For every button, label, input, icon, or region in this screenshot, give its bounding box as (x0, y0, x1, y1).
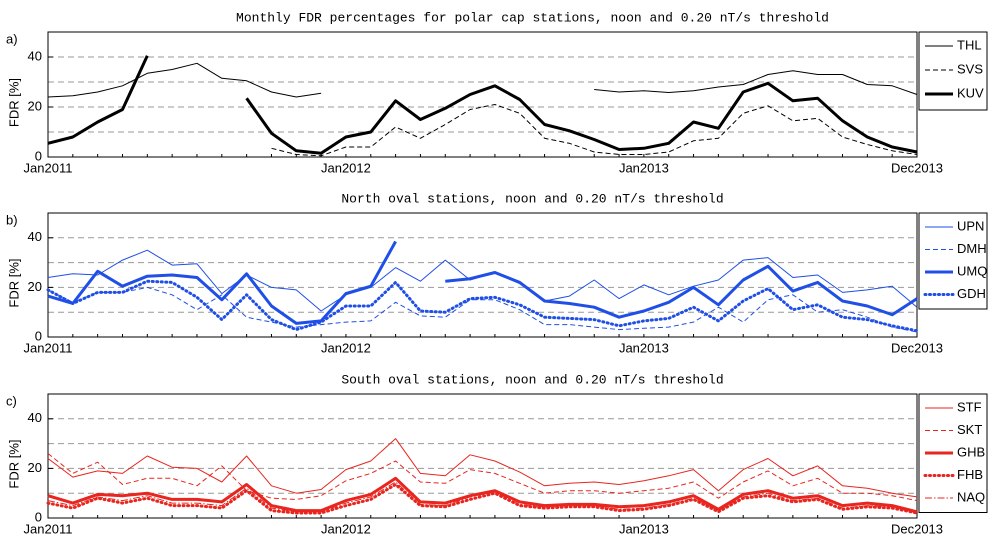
legend-label: SKT (957, 422, 982, 437)
series-line (594, 70, 918, 95)
panel-title: South oval stations, noon and 0.20 nT/s … (341, 372, 723, 387)
panel-label: a) (6, 31, 18, 46)
y-tick-label: 40 (28, 229, 42, 244)
plot-frame (47, 31, 918, 158)
legend-label: UPN (957, 218, 984, 233)
y-tick-label: 40 (28, 48, 42, 63)
panel-title: North oval stations, noon and 0.20 nT/s … (341, 191, 723, 206)
legend-label: UMQ (957, 263, 987, 278)
series-line (47, 249, 918, 312)
series-line (47, 62, 322, 98)
series-line (46, 279, 919, 333)
y-tick-label: 20 (28, 460, 42, 475)
y-tick-label: 20 (28, 279, 42, 294)
plot-frame (47, 212, 918, 338)
panel-label: c) (6, 393, 17, 408)
panel-label: b) (6, 212, 18, 227)
legend-label: THL (957, 37, 982, 52)
legend-label: FHB (957, 467, 983, 482)
x-tick-label: Jan2011 (24, 521, 73, 536)
x-tick-label: Jan2013 (619, 340, 669, 355)
x-tick-label: Dec2013 (891, 340, 943, 355)
y-tick-label: 20 (28, 98, 42, 113)
y-axis-label: FDR [%] (6, 439, 21, 488)
x-tick-label: Dec2013 (891, 160, 943, 175)
legend-label: KUV (957, 85, 984, 100)
x-tick-label: Jan2012 (321, 340, 371, 355)
legend-label: STF (957, 399, 982, 414)
series-line (47, 240, 397, 325)
legend-label: GDH (957, 286, 986, 301)
x-tick-label: Jan2011 (24, 340, 73, 355)
x-tick-label: Dec2013 (891, 521, 943, 536)
series-line (47, 476, 918, 514)
panel-title: Monthly FDR percentages for polar cap st… (236, 10, 829, 25)
y-tick-label: 0 (35, 148, 42, 163)
series-line (46, 483, 919, 515)
x-tick-label: Jan2013 (619, 521, 669, 536)
y-axis-label: FDR [%] (6, 78, 21, 127)
legend-box (918, 31, 988, 111)
y-tick-label: 0 (35, 509, 42, 524)
x-tick-label: Jan2011 (24, 160, 73, 175)
series-line (47, 286, 918, 333)
series-line (445, 264, 918, 319)
series-line (47, 481, 918, 514)
legend-label: SVS (957, 61, 983, 76)
series-line (47, 438, 918, 498)
series-line (245, 81, 918, 155)
legend-label: GHB (957, 444, 985, 459)
x-tick-label: Jan2013 (619, 160, 669, 175)
legend-label: DMH (957, 241, 987, 256)
series-line (47, 55, 149, 145)
legend-label: NAQ (957, 489, 985, 504)
series-line (271, 104, 918, 157)
series-line (47, 453, 918, 502)
y-tick-label: 0 (35, 328, 42, 343)
x-tick-label: Jan2012 (321, 160, 371, 175)
y-tick-label: 40 (28, 410, 42, 425)
y-axis-label: FDR [%] (6, 258, 21, 307)
x-tick-label: Jan2012 (321, 521, 371, 536)
plot-frame (47, 393, 918, 519)
